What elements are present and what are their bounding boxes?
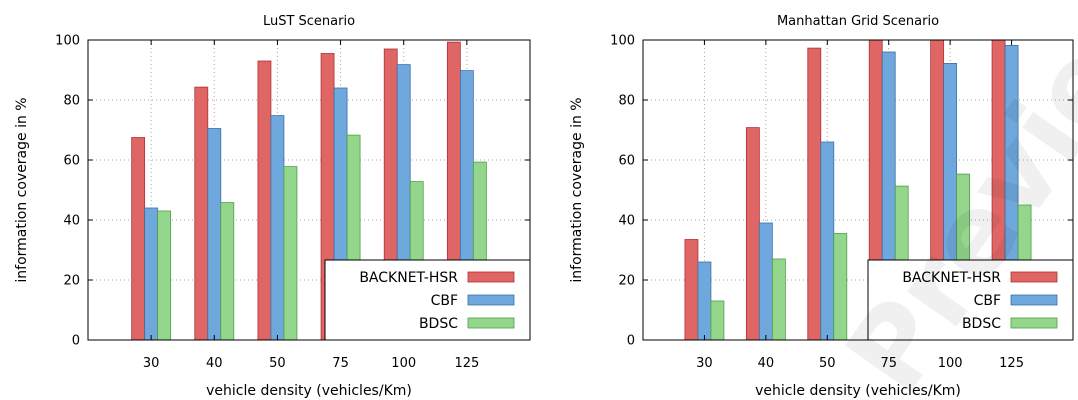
y-axis-label: information coverage in % [14, 97, 30, 282]
bar [807, 47, 822, 341]
x-tick-label: 50 [819, 356, 836, 371]
y-tick-label: 80 [63, 94, 80, 109]
bar [220, 202, 235, 341]
plot-frame [87, 39, 531, 341]
x-tick-label: 40 [758, 356, 775, 371]
legend-swatch [467, 294, 515, 306]
bar [157, 210, 172, 341]
legend-swatch [1010, 271, 1058, 283]
bar [745, 127, 760, 341]
x-tick-label: 75 [332, 356, 349, 371]
legend-swatch [467, 317, 515, 329]
x-axis-label: vehicle density (vehicles/Km) [755, 383, 961, 399]
bar [283, 166, 298, 341]
y-tick-label: 40 [63, 214, 80, 229]
bar [820, 141, 835, 341]
bar [131, 137, 146, 341]
bar [697, 261, 712, 341]
x-axis-label: vehicle density (vehicles/Km) [206, 383, 412, 399]
x-tick-label: 30 [143, 356, 160, 371]
x-tick-label: 100 [938, 356, 963, 371]
x-tick-label: 50 [269, 356, 286, 371]
y-tick-label: 60 [63, 154, 80, 169]
bar [194, 86, 209, 341]
x-tick-label: 100 [391, 356, 416, 371]
legend-label: CBF [974, 293, 1001, 309]
legend: BACKNET-HSR CBF BDSC [867, 259, 1074, 341]
bar [144, 207, 159, 341]
legend-label: BDSC [419, 316, 458, 332]
plot-frame [642, 39, 1074, 341]
legend-swatch [467, 271, 515, 283]
y-tick-label: 100 [610, 34, 635, 49]
chart-manhattan-grid-scenario: 0 20 40 60 80 100 30 40 50 75 100 125 Manhattan Grid… [569, 14, 1074, 399]
legend-label: BACKNET-HSR [359, 270, 458, 286]
legend-label: BACKNET-HSR [902, 270, 1001, 286]
bar [207, 128, 222, 341]
bar [710, 300, 725, 341]
legend-label: BDSC [962, 316, 1001, 332]
bar [771, 258, 786, 341]
y-tick-label: 0 [627, 334, 635, 349]
y-tick-label: 20 [618, 274, 635, 289]
bar [270, 115, 285, 341]
chart-title: Manhattan Grid Scenario [777, 14, 939, 29]
bar [257, 60, 272, 341]
y-tick-label: 80 [618, 94, 635, 109]
y-axis-label: information coverage in % [569, 97, 585, 282]
x-tick-label: 125 [999, 356, 1024, 371]
bar [758, 222, 773, 341]
y-tick-label: 60 [618, 154, 635, 169]
y-tick-label: 100 [55, 34, 80, 49]
y-tick-label: 40 [618, 214, 635, 229]
bar [684, 239, 699, 341]
legend-swatch [1010, 294, 1058, 306]
chart-title: LuST Scenario [263, 14, 355, 29]
legend-label: CBF [431, 293, 458, 309]
x-tick-label: 125 [454, 356, 479, 371]
legend-swatch [1010, 317, 1058, 329]
x-tick-label: 30 [696, 356, 713, 371]
x-tick-label: 75 [880, 356, 897, 371]
x-tick-label: 40 [206, 356, 223, 371]
legend: BACKNET-HSR CBF BDSC [324, 259, 531, 341]
y-tick-label: 20 [63, 274, 80, 289]
y-tick-label: 0 [72, 334, 80, 349]
chart-lust-scenario: 0 20 40 60 80 100 30 40 50 75 100 125 LuST Scenario v… [14, 14, 531, 399]
